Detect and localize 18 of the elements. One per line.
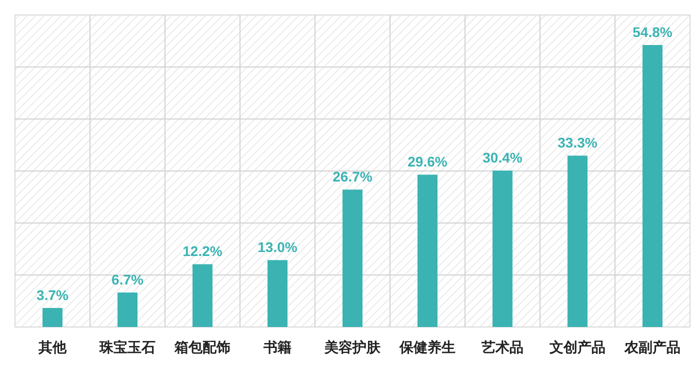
x-tick-label: 文创产品: [548, 339, 606, 355]
x-tick-label: 书籍: [262, 339, 292, 355]
x-tick-label: 其他: [38, 339, 68, 355]
x-tick-label: 农副产品: [624, 339, 680, 355]
x-tick-label: 艺术品: [480, 339, 524, 355]
data-label: 26.7%: [332, 168, 373, 185]
x-tick-label: 箱包配饰: [174, 339, 230, 355]
x-tick-label: 美容护肤: [324, 339, 382, 355]
data-label: 33.3%: [558, 134, 598, 151]
data-label: 3.7%: [36, 286, 69, 303]
data-label: 12.2%: [182, 243, 223, 260]
data-label: 29.6%: [408, 154, 448, 170]
data-label: 6.7%: [112, 272, 144, 288]
x-tick-label: 珠宝玉石: [98, 339, 156, 355]
data-label: 54.8%: [632, 24, 673, 40]
data-label: 30.4%: [482, 150, 523, 166]
data-label: 13.0%: [258, 239, 298, 256]
x-tick-label: 保健养生: [398, 339, 456, 355]
